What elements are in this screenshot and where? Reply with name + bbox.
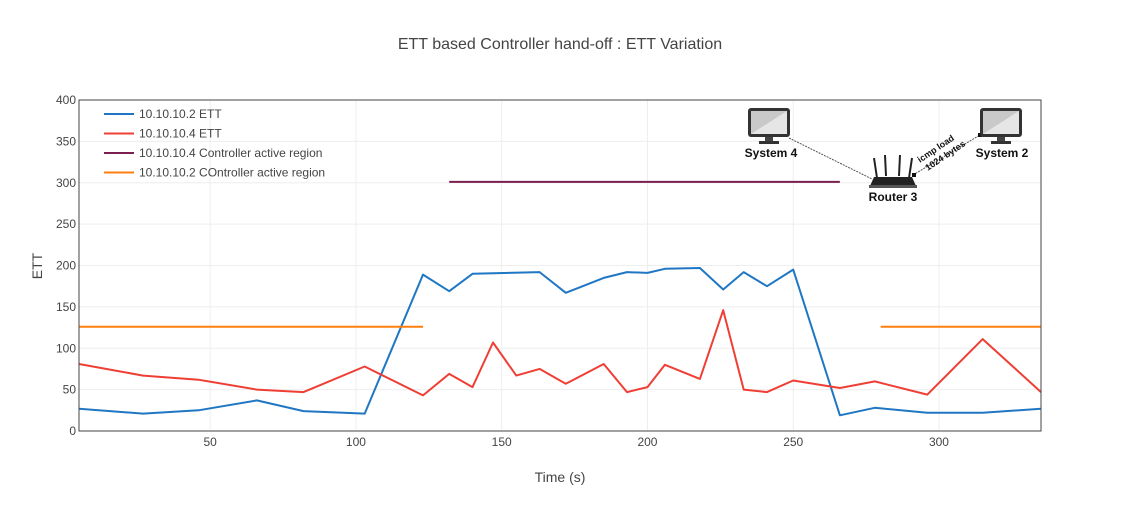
plot-frame bbox=[78, 99, 1042, 432]
router-label: Router 3 bbox=[869, 190, 918, 204]
network-inset: System 4 System 2 Router 3 icmp load 102… bbox=[745, 108, 1029, 204]
system4-label: System 4 bbox=[745, 146, 798, 160]
icmp-load-annotation: icmp load 1024 bytes bbox=[916, 133, 968, 173]
y-tick-label: 200 bbox=[56, 259, 76, 273]
series-1-line bbox=[78, 267, 1042, 417]
legend-label: 10.10.10.4 ETT bbox=[139, 127, 222, 141]
link-endpoint bbox=[978, 133, 982, 137]
chart-title: ETT based Controller hand-off : ETT Vari… bbox=[398, 36, 722, 53]
x-axis-label: Time (s) bbox=[535, 469, 586, 485]
series-2-line bbox=[78, 309, 1042, 397]
y-axis-label: ETT bbox=[29, 252, 45, 279]
legend: 10.10.10.2 ETT 10.10.10.4 ETT 10.10.10.4 C… bbox=[104, 107, 325, 180]
link-system4-router bbox=[788, 137, 873, 180]
x-tick-label: 50 bbox=[204, 435, 218, 449]
x-tick-label: 100 bbox=[346, 435, 366, 449]
y-tick-label: 100 bbox=[56, 341, 76, 355]
y-tick-label: 350 bbox=[56, 134, 76, 148]
x-tick-label: 300 bbox=[929, 435, 949, 449]
x-tick-label: 250 bbox=[783, 435, 803, 449]
router-icon bbox=[869, 154, 917, 188]
y-tick-label: 150 bbox=[56, 300, 76, 314]
y-tick-label: 0 bbox=[69, 424, 76, 438]
x-tick-label: 150 bbox=[492, 435, 512, 449]
system2-label: System 2 bbox=[976, 146, 1029, 160]
monitor-icon bbox=[980, 108, 1022, 144]
x-tick-labels: 50 100 150 200 250 300 bbox=[204, 435, 950, 449]
series-lines bbox=[78, 180, 1042, 417]
link-router-system2 bbox=[912, 134, 981, 176]
y-tick-label: 250 bbox=[56, 217, 76, 231]
y-tick-label: 400 bbox=[56, 93, 76, 107]
legend-label: 10.10.10.4 Controller active region bbox=[139, 146, 322, 160]
y-tick-label: 300 bbox=[56, 176, 76, 190]
y-tick-labels: 0 50 100 150 200 250 300 350 400 bbox=[56, 93, 76, 438]
x-tick-label: 200 bbox=[637, 435, 657, 449]
legend-label: 10.10.10.2 ETT bbox=[139, 107, 222, 121]
legend-label: 10.10.10.2 COntroller active region bbox=[139, 166, 325, 180]
monitor-icon bbox=[748, 108, 790, 144]
y-tick-label: 50 bbox=[63, 383, 77, 397]
link-endpoint bbox=[912, 173, 916, 177]
